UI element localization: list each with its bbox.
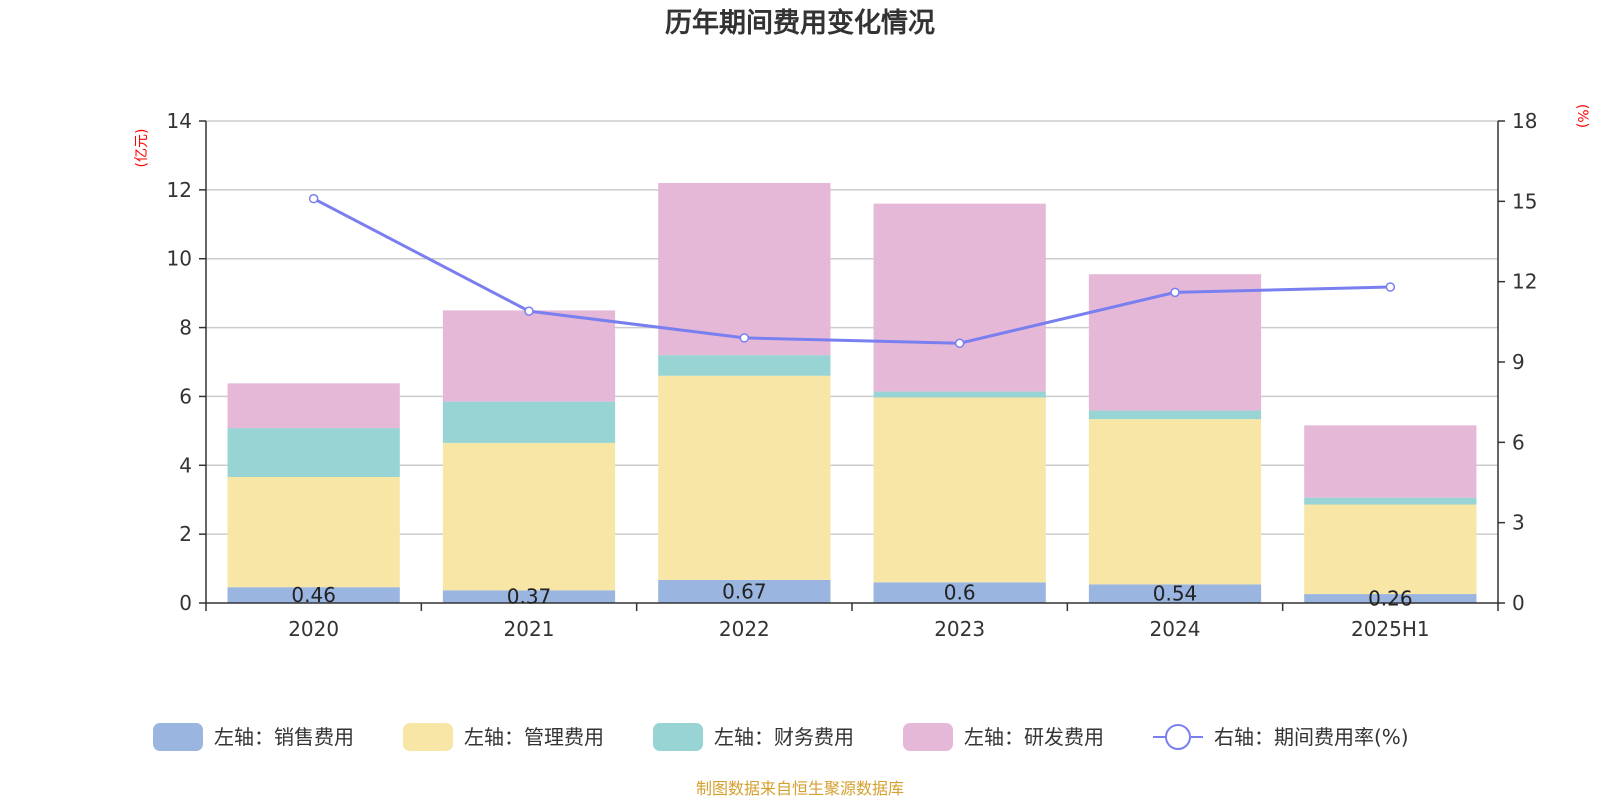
axes: 0 2 4 6 8 10 12 14 0 3 6 9 12 15 18 2020 2021 2022 2023 202… [167, 109, 1538, 641]
bar-segment[interactable] [227, 383, 400, 429]
x-axis-tick-label: 2020 [288, 617, 339, 641]
bar-data-label: 0.46 [291, 583, 336, 607]
legend-label[interactable]: 左轴：销售费用 [214, 725, 354, 749]
bar-segment[interactable] [442, 401, 616, 443]
bar-segment[interactable] [873, 203, 1046, 392]
legend-label[interactable]: 右轴：期间费用率(%) [1214, 725, 1409, 749]
bar-segment[interactable] [1304, 425, 1477, 498]
right-axis-tick-label: 3 [1512, 511, 1525, 535]
rate-point[interactable] [524, 306, 534, 316]
right-axis-tick-label: 0 [1512, 591, 1525, 615]
legend-swatch[interactable] [653, 723, 703, 751]
bar-segment[interactable] [1088, 584, 1262, 603]
legend-label[interactable]: 左轴：研发费用 [964, 725, 1104, 749]
left-axis-tick-label: 0 [179, 591, 192, 615]
left-axis-tick-label: 6 [179, 384, 192, 408]
bar-segment[interactable] [442, 442, 616, 591]
x-axis-tick-label: 2025H1 [1351, 617, 1430, 641]
rate-point[interactable] [739, 333, 750, 343]
legend: 左轴：销售费用 左轴：管理费用 左轴：财务费用 左轴：研发费用 右轴：期间费用率(%) [153, 723, 1409, 751]
bar-segment[interactable] [873, 391, 1046, 398]
bar-segment[interactable] [227, 428, 400, 477]
bar-segment[interactable] [1088, 419, 1262, 585]
left-axis-tick-label: 10 [167, 247, 192, 271]
right-axis-unit: (%) [1574, 104, 1590, 128]
rate-line [312, 197, 1391, 345]
bar-segment[interactable] [658, 375, 831, 580]
rate-point[interactable] [1385, 282, 1396, 292]
bar-segment[interactable] [658, 579, 831, 603]
bar-segment[interactable] [873, 397, 1046, 583]
x-axis-tick-label: 2023 [934, 617, 985, 641]
line-series [308, 193, 1396, 349]
bar-segment[interactable] [227, 587, 400, 603]
data-labels: 0.46 0.37 0.67 0.6 0.54 0.26 [291, 579, 1412, 610]
bar-segment[interactable] [1304, 497, 1477, 505]
left-axis-tick-label: 4 [179, 453, 192, 477]
right-axis-tick-label: 15 [1512, 189, 1537, 213]
legend-label[interactable]: 左轴：财务费用 [714, 725, 854, 749]
bar-series [227, 182, 1477, 603]
legend-swatch[interactable] [153, 723, 203, 751]
bar-segment[interactable] [442, 590, 616, 603]
bar-data-label: 0.67 [722, 579, 767, 603]
bar-data-label: 0.26 [1368, 587, 1413, 611]
left-axis-tick-label: 2 [179, 522, 192, 546]
left-axis-tick-label: 8 [179, 316, 192, 340]
legend-label[interactable]: 左轴：管理费用 [464, 725, 604, 749]
rate-point[interactable] [308, 193, 319, 204]
rate-point[interactable] [954, 338, 965, 349]
left-axis-tick-label: 14 [167, 109, 192, 133]
chart-title: 历年期间费用变化情况 [665, 7, 935, 39]
left-axis-unit: (亿元) [134, 129, 150, 168]
bar-segment[interactable] [442, 310, 616, 402]
legend-swatch[interactable] [903, 723, 953, 751]
bar-data-label: 0.6 [944, 581, 976, 605]
right-axis-tick-label: 12 [1512, 270, 1537, 294]
legend-marker-icon[interactable] [1165, 724, 1191, 750]
bar-segment[interactable] [873, 582, 1046, 603]
right-axis-tick-label: 18 [1512, 109, 1537, 133]
bar-segment[interactable] [658, 355, 831, 376]
bar-data-label: 0.54 [1153, 582, 1198, 606]
rate-point[interactable] [1170, 287, 1180, 298]
bar-segment[interactable] [1088, 410, 1262, 420]
bar-segment[interactable] [227, 476, 400, 588]
bar-data-label: 0.37 [507, 585, 552, 609]
x-axis-tick-label: 2021 [504, 617, 555, 641]
bar-segment[interactable] [1304, 594, 1477, 603]
x-axis-tick-label: 2024 [1150, 617, 1201, 641]
source-note: 制图数据来自恒生聚源数据库 [696, 779, 904, 798]
right-axis-tick-label: 6 [1512, 430, 1525, 454]
left-axis-tick-label: 12 [167, 178, 192, 202]
x-axis-tick-label: 2022 [719, 617, 770, 641]
legend-swatch[interactable] [403, 723, 453, 751]
bar-segment[interactable] [1304, 504, 1477, 595]
grid-lines [206, 120, 1498, 535]
right-axis-tick-label: 9 [1512, 350, 1525, 374]
bar-segment[interactable] [658, 182, 831, 356]
